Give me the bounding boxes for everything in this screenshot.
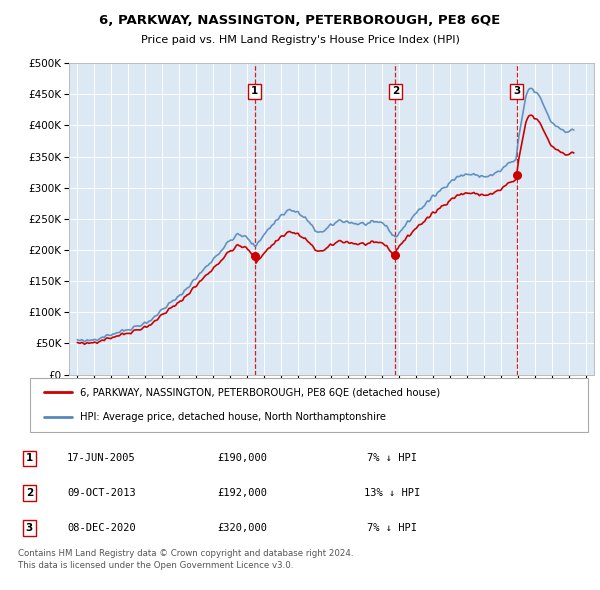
Text: £192,000: £192,000	[217, 489, 268, 499]
Text: 3: 3	[513, 86, 520, 96]
Text: 7% ↓ HPI: 7% ↓ HPI	[367, 454, 417, 463]
Text: 2: 2	[392, 86, 399, 96]
Text: 08-DEC-2020: 08-DEC-2020	[67, 523, 136, 533]
Text: 6, PARKWAY, NASSINGTON, PETERBOROUGH, PE8 6QE (detached house): 6, PARKWAY, NASSINGTON, PETERBOROUGH, PE…	[80, 387, 440, 397]
Text: 6, PARKWAY, NASSINGTON, PETERBOROUGH, PE8 6QE: 6, PARKWAY, NASSINGTON, PETERBOROUGH, PE…	[100, 14, 500, 27]
Text: Contains HM Land Registry data © Crown copyright and database right 2024.
This d: Contains HM Land Registry data © Crown c…	[18, 549, 353, 570]
Text: £190,000: £190,000	[217, 454, 268, 463]
Text: 13% ↓ HPI: 13% ↓ HPI	[364, 489, 420, 499]
Text: 1: 1	[251, 86, 258, 96]
Text: 17-JUN-2005: 17-JUN-2005	[67, 454, 136, 463]
Text: 3: 3	[26, 523, 33, 533]
Text: 7% ↓ HPI: 7% ↓ HPI	[367, 523, 417, 533]
Text: 1: 1	[26, 454, 33, 463]
Text: Price paid vs. HM Land Registry's House Price Index (HPI): Price paid vs. HM Land Registry's House …	[140, 35, 460, 45]
Text: £320,000: £320,000	[217, 523, 268, 533]
Text: 09-OCT-2013: 09-OCT-2013	[67, 489, 136, 499]
Text: 2: 2	[26, 489, 33, 499]
Text: HPI: Average price, detached house, North Northamptonshire: HPI: Average price, detached house, Nort…	[80, 412, 386, 422]
